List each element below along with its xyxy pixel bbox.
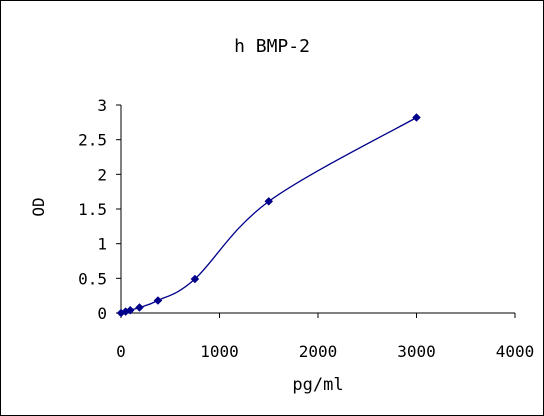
x-axis-ticks: 0 1000 2000 3000 4000 (116, 313, 534, 361)
x-tick-label: 0 (116, 342, 126, 361)
x-tick-label: 1000 (200, 342, 239, 361)
y-tick-label: 3 (97, 96, 107, 115)
y-tick-label: 0 (97, 304, 107, 323)
data-point-marker (135, 303, 144, 312)
chart-title: h BMP-2 (234, 36, 310, 57)
y-tick-label: 1.5 (78, 200, 107, 219)
data-point-marker (412, 113, 421, 122)
data-point-marker (153, 296, 163, 305)
plot-area (116, 113, 421, 318)
y-axis-label: OD (29, 197, 48, 216)
y-tick-label: 2 (97, 165, 107, 184)
y-axis-ticks: 0 0.5 1 1.5 2 2.5 3 (78, 96, 121, 323)
y-tick-label: 1 (97, 235, 107, 254)
y-tick-label: 0.5 (78, 269, 107, 288)
x-tick-label: 4000 (496, 342, 535, 361)
data-point-marker (264, 197, 274, 206)
x-tick-label: 2000 (299, 342, 338, 361)
y-tick-label: 2.5 (78, 131, 107, 150)
data-point-marker (125, 305, 135, 315)
x-axis-label: pg/ml (292, 375, 343, 395)
x-tick-label: 3000 (397, 342, 436, 361)
data-point-marker (190, 274, 200, 284)
